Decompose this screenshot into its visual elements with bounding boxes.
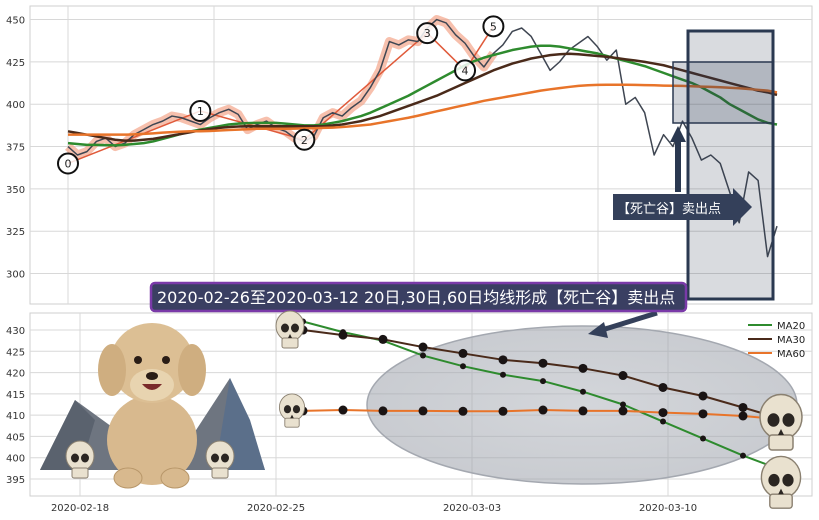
death-valley-zone	[672, 61, 774, 124]
bottom-x-tick-label: 2020-03-10	[639, 503, 697, 514]
top-y-tick-label: 300	[6, 270, 25, 281]
bottom-x-tick-label: 2020-02-18	[51, 503, 109, 514]
series-point-ma60	[338, 405, 348, 415]
trend-line	[67, 110, 201, 165]
series-point-ma20	[420, 352, 426, 359]
legend-label-ma60: MA60	[777, 349, 805, 360]
series-point-ma30	[738, 402, 748, 412]
bottom-y-tick-label: 395	[6, 475, 25, 486]
series-line-ma30	[67, 52, 778, 142]
wave-marker-circle	[293, 128, 316, 151]
top-y-axis: 300 325 350 375 400 425 450	[6, 16, 25, 281]
top-y-tick-label: 425	[6, 58, 25, 69]
series-point-ma20	[580, 388, 586, 395]
series-point-ma60	[538, 405, 548, 415]
series-point-ma30	[618, 371, 628, 381]
top-panel: 300 325 350 375 400 425 450 0 1 2 3 4 5 【死亡谷】卖出点	[6, 5, 813, 305]
trend-line	[303, 32, 428, 141]
bottom-y-tick-label: 410	[6, 411, 25, 422]
series-point-ma20	[460, 363, 466, 370]
bottom-x-tick-label: 2020-02-25	[247, 503, 305, 514]
series-point-ma60	[458, 406, 468, 416]
bottom-y-tick-label: 425	[6, 347, 25, 358]
skull-icon	[65, 440, 95, 479]
banner: 2020-02-26至2020-03-12 20日,30日,60日均线形成【死亡…	[149, 281, 688, 313]
top-y-tick-label: 350	[6, 185, 25, 196]
top-panel-frame	[29, 5, 813, 305]
wave-marker-label: 5	[490, 20, 497, 33]
wave-marker-circle	[482, 15, 505, 38]
bottom-x-tick-label: 2020-03-03	[443, 503, 501, 514]
top-y-tick-label: 450	[6, 16, 25, 27]
series-point-ma60	[618, 406, 628, 416]
series-point-ma60	[578, 406, 588, 416]
bottom-y-tick-label: 430	[6, 326, 25, 337]
sell-signal-label: 【死亡谷】卖出点	[613, 188, 752, 226]
banner-box	[149, 281, 688, 313]
wave-marker-label: 0	[65, 157, 72, 170]
series-point-ma20	[740, 452, 746, 459]
pointer-arrow	[588, 310, 658, 338]
skull-icon	[205, 440, 235, 479]
series-point-ma20	[500, 371, 506, 378]
skull-icon	[760, 455, 802, 509]
wave-marker-circle	[189, 99, 212, 122]
series-point-ma20	[620, 401, 626, 408]
wave-marker-circle	[416, 22, 439, 45]
series-point-ma20	[540, 378, 546, 385]
series-point-ma30	[498, 355, 508, 365]
series-point-ma30	[658, 382, 668, 392]
series-point-ma60	[418, 406, 428, 416]
wave-marker-circle	[454, 59, 477, 82]
series-point-ma20	[660, 418, 666, 425]
series-point-ma30	[338, 330, 348, 340]
series-point-ma60	[658, 408, 668, 418]
bottom-y-tick-label: 420	[6, 369, 25, 380]
series-point-ma60	[698, 409, 708, 419]
skull-icon	[278, 393, 306, 428]
top-y-tick-label: 400	[6, 100, 25, 111]
wave-marker-label: 2	[301, 134, 308, 147]
bottom-y-tick-label: 400	[6, 454, 25, 465]
series-point-ma60	[738, 411, 748, 421]
skull-icon	[275, 310, 305, 349]
skull-icon	[759, 393, 803, 451]
top-y-tick-label: 375	[6, 143, 25, 154]
bottom-y-tick-label: 405	[6, 432, 25, 443]
series-point-ma20	[700, 435, 706, 442]
series-point-ma30	[538, 358, 548, 368]
series-line-ma60	[68, 83, 778, 136]
sell-signal-text: 【死亡谷】卖出点	[617, 202, 721, 217]
bottom-y-tick-label: 415	[6, 390, 25, 401]
series-point-ma30	[698, 391, 708, 401]
banner-text: 2020-02-26至2020-03-12 20日,30日,60日均线形成【死亡…	[157, 288, 675, 307]
bottom-y-axis: 395 400 405 410 415 420 425 430	[6, 326, 25, 486]
bottom-x-axis: 2020-02-18 2020-02-25 2020-03-03 2020-03-10	[51, 503, 697, 514]
wave-marker-circle	[57, 152, 79, 175]
legend-label-ma30: MA30	[777, 335, 805, 346]
series-point-ma30	[578, 363, 588, 373]
legend: MA20 MA30 MA60	[748, 321, 805, 360]
wave-marker-label: 3	[424, 27, 431, 40]
series-point-ma60	[378, 406, 388, 416]
wave-marker-label: 1	[197, 105, 204, 118]
top-y-tick-label: 325	[6, 227, 25, 238]
death-valley-region	[686, 29, 775, 301]
wave-marker-label: 4	[462, 64, 469, 77]
series-point-ma30	[378, 334, 388, 344]
signal-up-arrow	[670, 126, 686, 192]
legend-label-ma20: MA20	[777, 321, 805, 332]
series-point-ma30	[418, 342, 428, 352]
bottom-series	[298, 318, 788, 474]
series-point-ma30	[458, 348, 468, 358]
wave-markers: 0 1 2 3 4 5	[57, 15, 505, 175]
series-point-ma60	[498, 406, 508, 416]
